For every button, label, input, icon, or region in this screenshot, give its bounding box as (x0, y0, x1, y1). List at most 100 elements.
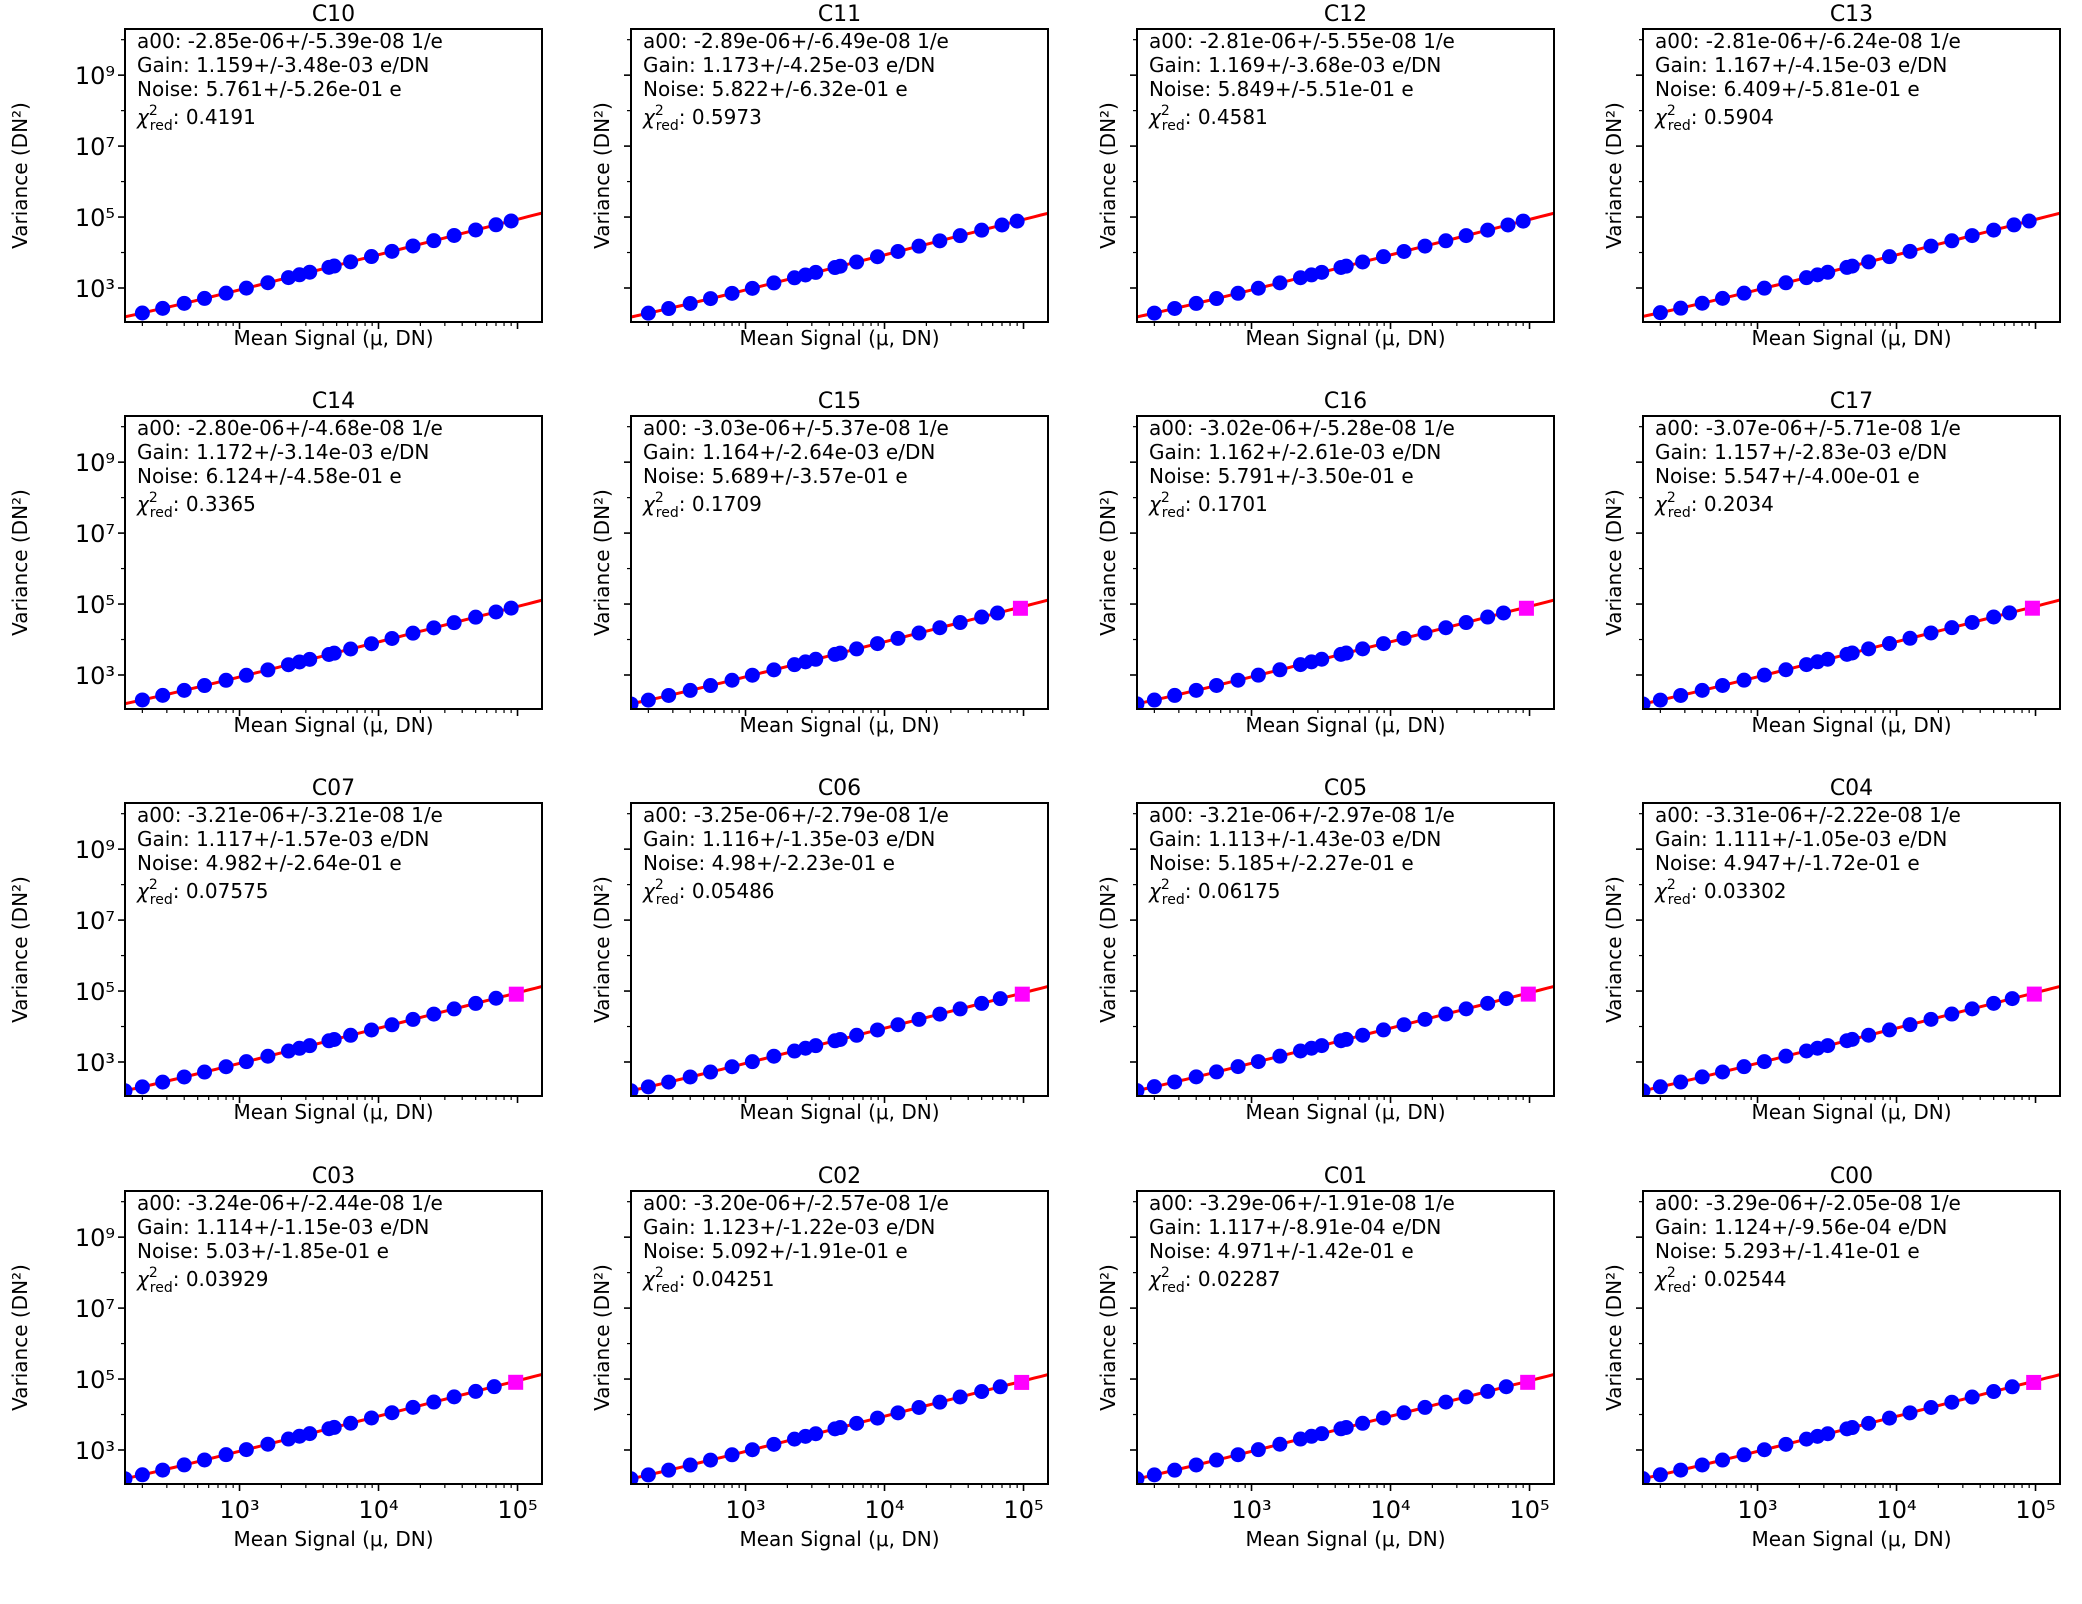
data-point (1820, 264, 1836, 280)
data-point (405, 1011, 421, 1027)
data-point (932, 1394, 948, 1410)
noise-annotation: Noise: 6.124+/-4.58e-01 e (137, 464, 402, 488)
data-point (1272, 275, 1288, 291)
data-point (724, 1447, 740, 1463)
panel-title: C11 (818, 2, 861, 27)
data-point (405, 625, 421, 641)
data-point (932, 233, 948, 249)
noise-annotation: Noise: 4.98+/-2.23e-01 e (643, 851, 895, 875)
chi2-annotation: χ2 red: 0.1701 (1148, 490, 1268, 521)
data-point (1673, 1074, 1689, 1090)
y-tick-label: 10⁷ (75, 1295, 115, 1323)
data-point (1188, 1457, 1204, 1473)
panel-title: C17 (1830, 389, 1873, 414)
chi2-value: : 0.07575 (173, 879, 269, 903)
noise-annotation: Noise: 5.689+/-3.57e-01 e (643, 464, 908, 488)
a00-annotation: a00: -3.31e-06+/-2.22e-08 1/e (1655, 803, 1961, 827)
y-tick-label: 10³ (75, 662, 115, 690)
plot-area (1137, 211, 1554, 321)
x-tick-label: 10⁵ (2015, 1496, 2055, 1524)
data-point (1250, 280, 1266, 296)
data-point (1820, 1038, 1836, 1054)
y-axis-label: Variance (DN²) (1602, 489, 1626, 636)
chart-panel-c15: Mean Signal (μ, DN) Variance (DN²) C15a00:… (590, 389, 1049, 737)
gain-annotation: Gain: 1.113+/-1.43e-03 e/DN (1149, 827, 1441, 851)
data-point (1338, 1419, 1354, 1435)
data-point (1944, 233, 1960, 249)
data-point (1902, 630, 1918, 646)
data-point (1756, 667, 1772, 683)
data-point (1438, 1006, 1454, 1022)
data-point (134, 692, 150, 708)
data-point (1417, 625, 1433, 641)
data-point (832, 1031, 848, 1047)
data-point (766, 275, 782, 291)
data-point (1881, 1410, 1897, 1426)
data-point (911, 1011, 927, 1027)
data-point (1396, 1017, 1412, 1033)
excluded-point (2026, 1374, 2042, 1390)
data-point (343, 641, 359, 657)
data-point (363, 1410, 379, 1426)
data-point (849, 1415, 865, 1431)
data-point (326, 258, 342, 274)
data-point (994, 217, 1010, 233)
data-point (1250, 1054, 1266, 1070)
plot-area (1137, 1373, 1554, 1484)
data-point (1009, 213, 1025, 229)
data-point (384, 630, 400, 646)
x-tick-label: 10³ (725, 1496, 765, 1524)
data-point (1861, 1027, 1877, 1043)
data-point (1500, 217, 1516, 233)
data-point (1396, 630, 1412, 646)
x-axis-label: Mean Signal (μ, DN) (1245, 713, 1445, 737)
data-point (1986, 609, 2002, 625)
data-point (911, 238, 927, 254)
data-point (1188, 295, 1204, 311)
data-point (1314, 1426, 1330, 1442)
data-point (849, 641, 865, 657)
data-point (640, 1467, 656, 1483)
excluded-point (1012, 600, 1028, 616)
data-point (197, 1452, 213, 1468)
data-point (1496, 605, 1512, 621)
data-point (869, 1022, 885, 1038)
data-point (218, 672, 234, 688)
data-point (952, 615, 968, 631)
data-point (832, 645, 848, 661)
noise-annotation: Noise: 5.822+/-6.32e-01 e (643, 77, 908, 101)
noise-annotation: Noise: 6.409+/-5.81e-01 e (1655, 77, 1920, 101)
data-point (661, 301, 677, 317)
data-point (176, 1069, 192, 1085)
data-point (1355, 254, 1371, 270)
data-point (1230, 1059, 1246, 1075)
y-tick-label: 10⁵ (75, 591, 115, 619)
panel-title: C05 (1324, 776, 1367, 801)
excluded-point (1014, 986, 1030, 1002)
data-point (744, 1054, 760, 1070)
data-point (1673, 1462, 1689, 1478)
data-point (1314, 651, 1330, 667)
y-tick-label: 10⁹ (75, 836, 115, 864)
axes-frame (1642, 28, 2061, 323)
data-point (1643, 696, 1651, 709)
data-point (260, 1048, 276, 1064)
data-point (661, 1074, 677, 1090)
excluded-point (2024, 600, 2040, 616)
data-point (197, 1064, 213, 1080)
axes-frame (1136, 28, 1555, 323)
data-point (808, 1426, 824, 1442)
chi2-annotation: χ2 red: 0.4581 (1148, 103, 1268, 134)
plot-area (631, 211, 1048, 321)
y-axis-label: Variance (DN²) (8, 876, 32, 1023)
data-point (1944, 1394, 1960, 1410)
data-point (2021, 213, 2037, 229)
data-point (176, 1457, 192, 1473)
data-point (1338, 258, 1354, 274)
data-point (1986, 995, 2002, 1011)
data-point (640, 305, 656, 321)
a00-annotation: a00: -2.85e-06+/-5.39e-08 1/e (137, 29, 443, 53)
data-point (1480, 1383, 1496, 1399)
data-point (1458, 1389, 1474, 1405)
data-point (468, 609, 484, 625)
